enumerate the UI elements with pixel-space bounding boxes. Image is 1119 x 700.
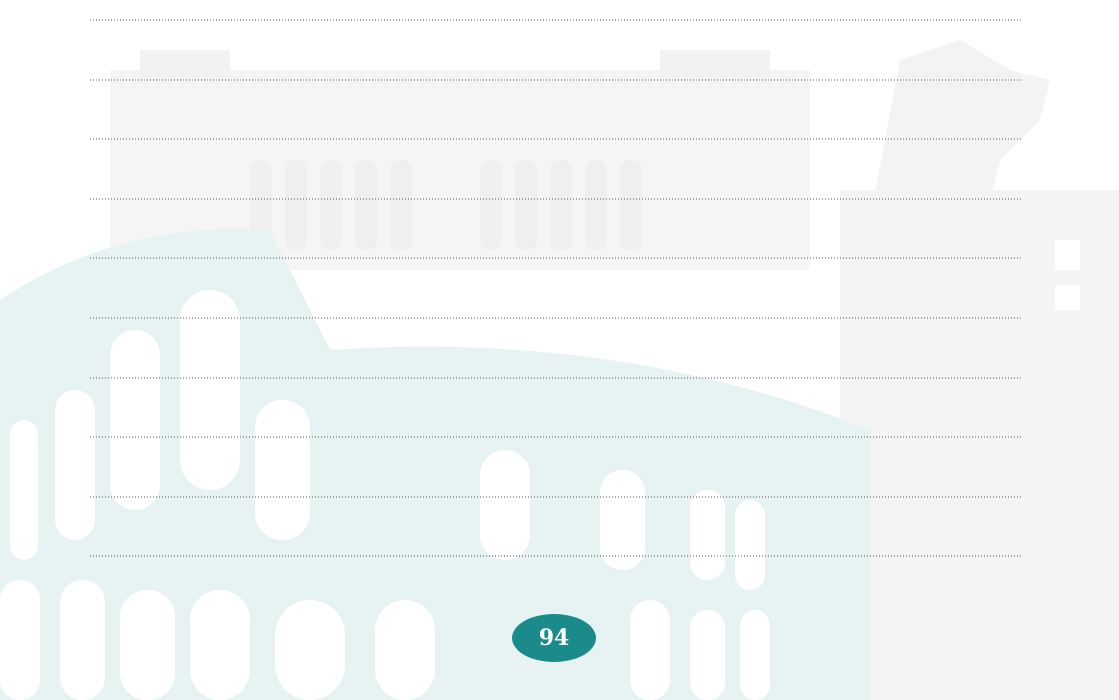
notes-page: 94 <box>0 0 1119 700</box>
page: 94 (() => { const data = JSON.parse(docu… <box>0 0 1119 700</box>
page-number: 94 <box>539 625 570 651</box>
page-number-badge: 94 <box>512 614 596 662</box>
